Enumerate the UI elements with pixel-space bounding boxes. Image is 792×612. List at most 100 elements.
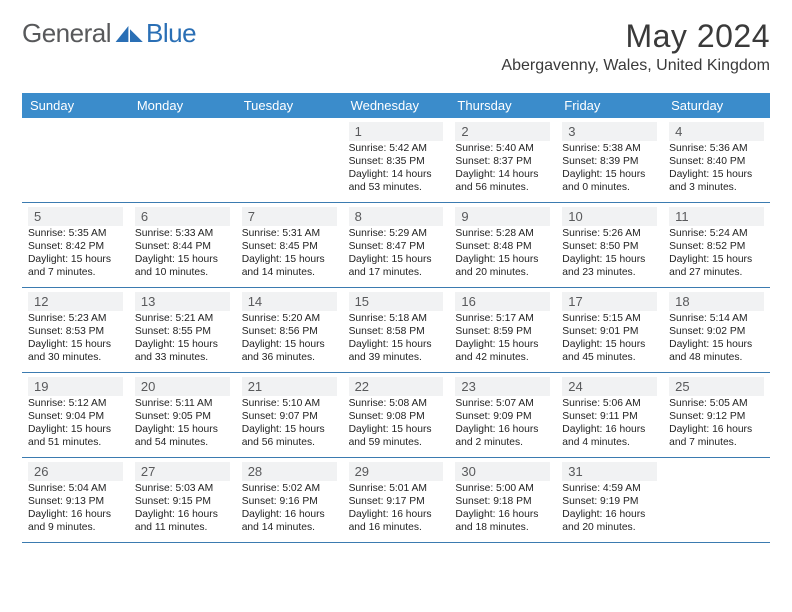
day-number: 27 [135,462,230,481]
day-cell: 15Sunrise: 5:18 AMSunset: 8:58 PMDayligh… [343,288,450,372]
day-info: Sunrise: 5:18 AMSunset: 8:58 PMDaylight:… [349,313,444,364]
month-title: May 2024 [501,18,770,55]
day-number: 12 [28,292,123,311]
day-info: Sunrise: 5:07 AMSunset: 9:09 PMDaylight:… [455,398,550,449]
week-row: 5 Sunrise: 5:35 AMSunset: 8:42 PMDaylight… [22,203,770,288]
day-info: Sunrise: 5:21 AMSunset: 8:55 PMDaylight:… [135,313,230,364]
day-info: Sunrise: 4:59 AMSunset: 9:19 PMDaylight:… [562,483,657,534]
day-cell: 1Sunrise: 5:42 AMSunset: 8:35 PMDaylight… [343,118,450,202]
day-info: Sunrise: 5:24 AMSunset: 8:52 PMDaylight:… [669,228,764,279]
weekday-header: Wednesday [343,93,450,118]
weekday-header: Friday [556,93,663,118]
day-number: 2 [455,122,550,141]
day-cell: 24 Sunrise: 5:06 AMSunset: 9:11 PMDayligh… [556,373,663,457]
day-info: Sunrise: 5:36 AMSunset: 8:40 PMDaylight:… [669,143,764,194]
day-info: Sunrise: 5:33 AMSunset: 8:44 PMDaylight:… [135,228,230,279]
day-cell: 17 Sunrise: 5:15 AMSunset: 9:01 PMDayligh… [556,288,663,372]
day-cell: 12Sunrise: 5:23 AMSunset: 8:53 PMDayligh… [22,288,129,372]
day-number: 20 [135,377,230,396]
week-row: 1Sunrise: 5:42 AMSunset: 8:35 PMDaylight… [22,118,770,203]
day-cell: 26Sunrise: 5:04 AMSunset: 9:13 PMDayligh… [22,458,129,542]
day-cell: 4 Sunrise: 5:36 AMSunset: 8:40 PMDaylight… [663,118,770,202]
title-block: May 2024 Abergavenny, Wales, United King… [501,18,770,75]
day-cell: 3 Sunrise: 5:38 AMSunset: 8:39 PMDaylight… [556,118,663,202]
day-info: Sunrise: 5:20 AMSunset: 8:56 PMDaylight:… [242,313,337,364]
day-number: 25 [669,377,764,396]
day-number: 10 [562,207,657,226]
day-cell: 10 Sunrise: 5:26 AMSunset: 8:50 PMDayligh… [556,203,663,287]
day-cell: 6 Sunrise: 5:33 AMSunset: 8:44 PMDaylight… [129,203,236,287]
day-cell: 16 Sunrise: 5:17 AMSunset: 8:59 PMDayligh… [449,288,556,372]
week-row: 26Sunrise: 5:04 AMSunset: 9:13 PMDayligh… [22,458,770,543]
day-info: Sunrise: 5:17 AMSunset: 8:59 PMDaylight:… [455,313,550,364]
day-cell: 14 Sunrise: 5:20 AMSunset: 8:56 PMDayligh… [236,288,343,372]
day-number: 9 [455,207,550,226]
day-number: 31 [562,462,657,481]
day-cell: 31 Sunrise: 4:59 AMSunset: 9:19 PMDayligh… [556,458,663,542]
day-cell: 9Sunrise: 5:28 AMSunset: 8:48 PMDaylight… [449,203,556,287]
day-cell: 5 Sunrise: 5:35 AMSunset: 8:42 PMDaylight… [22,203,129,287]
day-info: Sunrise: 5:06 AMSunset: 9:11 PMDaylight:… [562,398,657,449]
day-number: 14 [242,292,337,311]
day-number: 18 [669,292,764,311]
weekday-header: Monday [129,93,236,118]
header: General Blue May 2024 Abergavenny, Wales… [22,18,770,75]
day-cell: 28Sunrise: 5:02 AMSunset: 9:16 PMDayligh… [236,458,343,542]
day-info: Sunrise: 5:15 AMSunset: 9:01 PMDaylight:… [562,313,657,364]
day-number: 28 [242,462,337,481]
day-info: Sunrise: 5:11 AMSunset: 9:05 PMDaylight:… [135,398,230,449]
day-info: Sunrise: 5:01 AMSunset: 9:17 PMDaylight:… [349,483,444,534]
day-info: Sunrise: 5:29 AMSunset: 8:47 PMDaylight:… [349,228,444,279]
day-info: Sunrise: 5:38 AMSunset: 8:39 PMDaylight:… [562,143,657,194]
day-number: 24 [562,377,657,396]
day-cell: 27 Sunrise: 5:03 AMSunset: 9:15 PMDayligh… [129,458,236,542]
day-info: Sunrise: 5:26 AMSunset: 8:50 PMDaylight:… [562,228,657,279]
day-number: 17 [562,292,657,311]
day-number [669,462,764,481]
day-number: 21 [242,377,337,396]
day-number [135,122,230,141]
day-number: 22 [349,377,444,396]
day-info: Sunrise: 5:14 AMSunset: 9:02 PMDaylight:… [669,313,764,364]
calendar: SundayMondayTuesdayWednesdayThursdayFrid… [22,93,770,543]
day-info: Sunrise: 5:40 AMSunset: 8:37 PMDaylight:… [455,143,550,194]
weekday-header: Sunday [22,93,129,118]
day-cell [22,118,129,202]
weekday-header: Saturday [663,93,770,118]
day-info: Sunrise: 5:05 AMSunset: 9:12 PMDaylight:… [669,398,764,449]
day-cell: 22Sunrise: 5:08 AMSunset: 9:08 PMDayligh… [343,373,450,457]
weekday-header: Tuesday [236,93,343,118]
day-cell: 21Sunrise: 5:10 AMSunset: 9:07 PMDayligh… [236,373,343,457]
day-number: 3 [562,122,657,141]
location: Abergavenny, Wales, United Kingdom [501,57,770,75]
day-cell [236,118,343,202]
day-cell: 2 Sunrise: 5:40 AMSunset: 8:37 PMDaylight… [449,118,556,202]
sail-icon [114,24,146,44]
day-cell: 7 Sunrise: 5:31 AMSunset: 8:45 PMDaylight… [236,203,343,287]
day-number: 16 [455,292,550,311]
week-row: 12Sunrise: 5:23 AMSunset: 8:53 PMDayligh… [22,288,770,373]
day-number: 19 [28,377,123,396]
day-info: Sunrise: 5:42 AMSunset: 8:35 PMDaylight:… [349,143,444,194]
day-number: 5 [28,207,123,226]
day-number: 7 [242,207,337,226]
day-cell: 25 Sunrise: 5:05 AMSunset: 9:12 PMDayligh… [663,373,770,457]
day-info: Sunrise: 5:35 AMSunset: 8:42 PMDaylight:… [28,228,123,279]
week-row: 19 Sunrise: 5:12 AMSunset: 9:04 PMDayligh… [22,373,770,458]
day-number: 6 [135,207,230,226]
day-info: Sunrise: 5:12 AMSunset: 9:04 PMDaylight:… [28,398,123,449]
day-number: 4 [669,122,764,141]
day-number: 8 [349,207,444,226]
day-info: Sunrise: 5:03 AMSunset: 9:15 PMDaylight:… [135,483,230,534]
weekday-header: Thursday [449,93,556,118]
day-cell: 23Sunrise: 5:07 AMSunset: 9:09 PMDayligh… [449,373,556,457]
day-number [242,122,337,141]
day-cell: 30Sunrise: 5:00 AMSunset: 9:18 PMDayligh… [449,458,556,542]
day-cell: 20 Sunrise: 5:11 AMSunset: 9:05 PMDayligh… [129,373,236,457]
day-cell: 18 Sunrise: 5:14 AMSunset: 9:02 PMDayligh… [663,288,770,372]
day-info: Sunrise: 5:31 AMSunset: 8:45 PMDaylight:… [242,228,337,279]
day-cell [663,458,770,542]
day-cell [129,118,236,202]
brand-text-left: General [22,18,111,49]
day-number: 26 [28,462,123,481]
